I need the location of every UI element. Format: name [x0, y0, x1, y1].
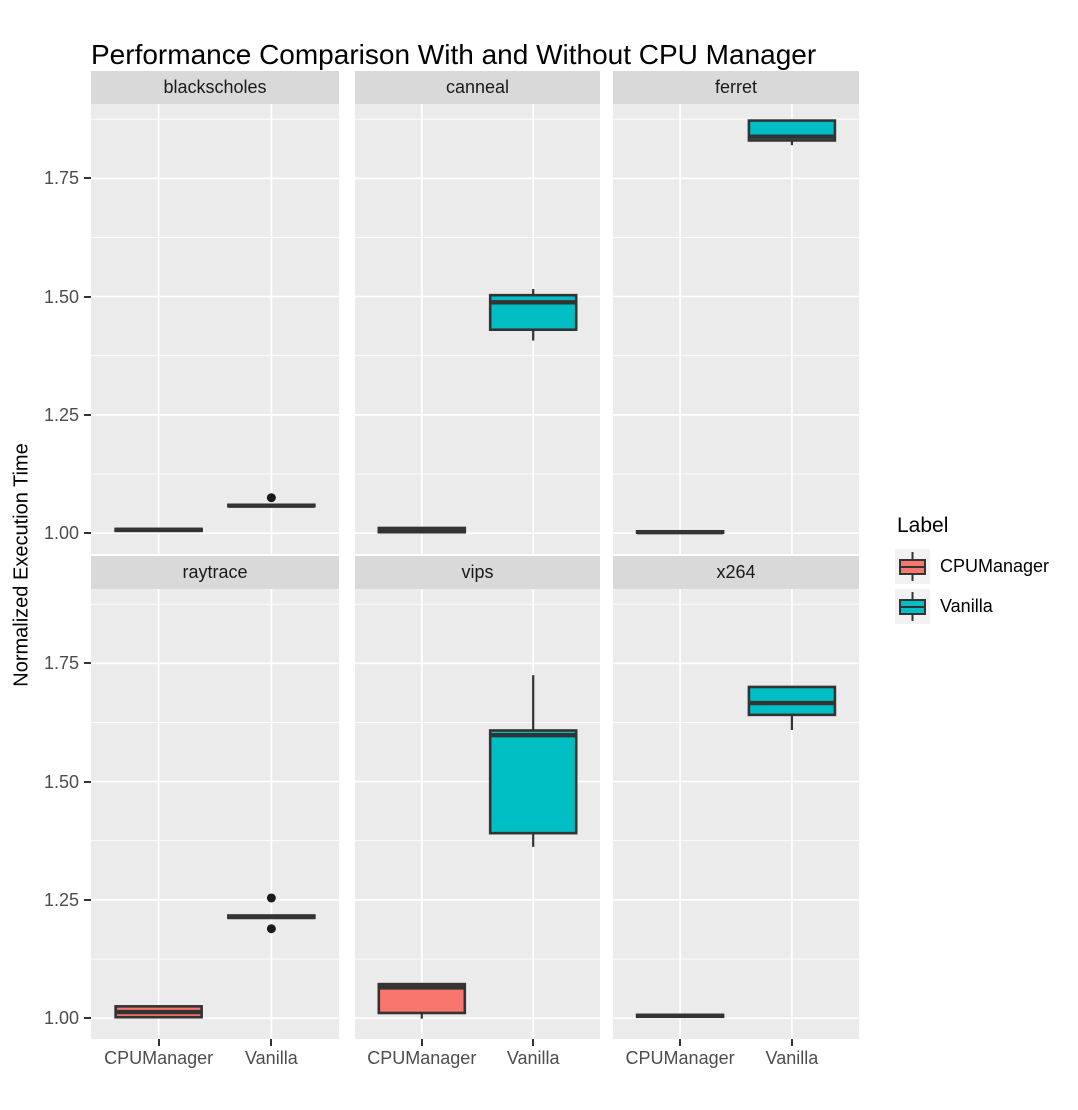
box-vips-CPUManager	[377, 982, 467, 1019]
y-tick-label: 1.00	[43, 1008, 79, 1029]
x-tick-mark	[679, 1039, 682, 1046]
outlier-point	[266, 924, 276, 934]
box-blackscholes-Vanilla	[227, 493, 316, 508]
legend-label: CPUManager	[940, 556, 1050, 576]
legend-key-boxplot-icon	[895, 589, 930, 624]
box-x264-CPUManager	[635, 1013, 725, 1019]
y-tick-mark	[84, 532, 91, 535]
x-tick-mark	[157, 1039, 160, 1046]
x-tick-mark	[532, 1039, 535, 1046]
box-x264-Vanilla	[747, 685, 837, 731]
y-tick-label: 1.25	[43, 404, 79, 425]
x-tick-label-CPUManager: CPUManager	[625, 1048, 735, 1068]
y-tick-label: 1.00	[43, 523, 79, 544]
facet-strip-x264: x264	[613, 556, 859, 589]
facet-strip-canneal: canneal	[355, 71, 600, 104]
x-tick-label-Vanilla: Vanilla	[245, 1048, 298, 1068]
y-tick-label: 1.25	[43, 889, 79, 910]
y-tick-label: 1.50	[43, 286, 79, 307]
y-tick-label: 1.75	[43, 168, 79, 189]
y-tick-mark	[84, 1017, 91, 1020]
y-tick-mark	[84, 177, 91, 180]
box-raytrace-Vanilla	[227, 893, 316, 934]
y-tick-mark	[84, 780, 91, 783]
y-tick-label: 1.75	[43, 653, 79, 674]
legend-key-boxplot-icon	[895, 549, 930, 584]
facet-panel-x264	[613, 589, 859, 1039]
box-canneal-CPUManager	[377, 526, 467, 534]
facet-panel-blackscholes	[91, 104, 339, 554]
y-tick-mark	[84, 413, 91, 416]
y-tick-label: 1.50	[43, 771, 79, 792]
outlier-point	[266, 893, 276, 903]
box-ferret-CPUManager	[635, 529, 725, 535]
outlier-point	[266, 493, 276, 503]
facet-strip-ferret: ferret	[613, 71, 859, 104]
chart-title: Performance Comparison With and Without …	[91, 39, 817, 70]
facet-strip-blackscholes: blackscholes	[91, 71, 339, 104]
box-vips-Vanilla	[488, 675, 578, 847]
y-axis-title-text: Normalized Execution Time	[10, 443, 33, 687]
facet-panel-canneal	[355, 104, 600, 554]
x-tick-mark	[420, 1039, 423, 1046]
x-tick-label-CPUManager: CPUManager	[104, 1048, 214, 1068]
x-tick-label-CPUManager: CPUManager	[367, 1048, 477, 1068]
x-tick-mark	[270, 1039, 273, 1046]
facet-panel-raytrace	[91, 589, 339, 1039]
facet-panel-ferret	[613, 104, 859, 554]
box-canneal-Vanilla	[488, 289, 578, 341]
y-tick-mark	[84, 295, 91, 298]
x-tick-label-Vanilla: Vanilla	[765, 1048, 819, 1068]
facet-strip-vips: vips	[355, 556, 600, 589]
box-blackscholes-CPUManager	[114, 527, 203, 533]
x-tick-label-Vanilla: Vanilla	[506, 1048, 560, 1068]
y-tick-mark	[84, 662, 91, 665]
facet-panel-vips	[355, 589, 600, 1039]
legend-title: Label	[897, 514, 949, 537]
y-tick-mark	[84, 898, 91, 901]
legend-label: Vanilla	[940, 596, 993, 616]
x-tick-mark	[790, 1039, 793, 1046]
facet-strip-raytrace: raytrace	[91, 556, 339, 589]
box-ferret-Vanilla	[747, 119, 837, 146]
box-raytrace-CPUManager	[114, 1005, 203, 1019]
